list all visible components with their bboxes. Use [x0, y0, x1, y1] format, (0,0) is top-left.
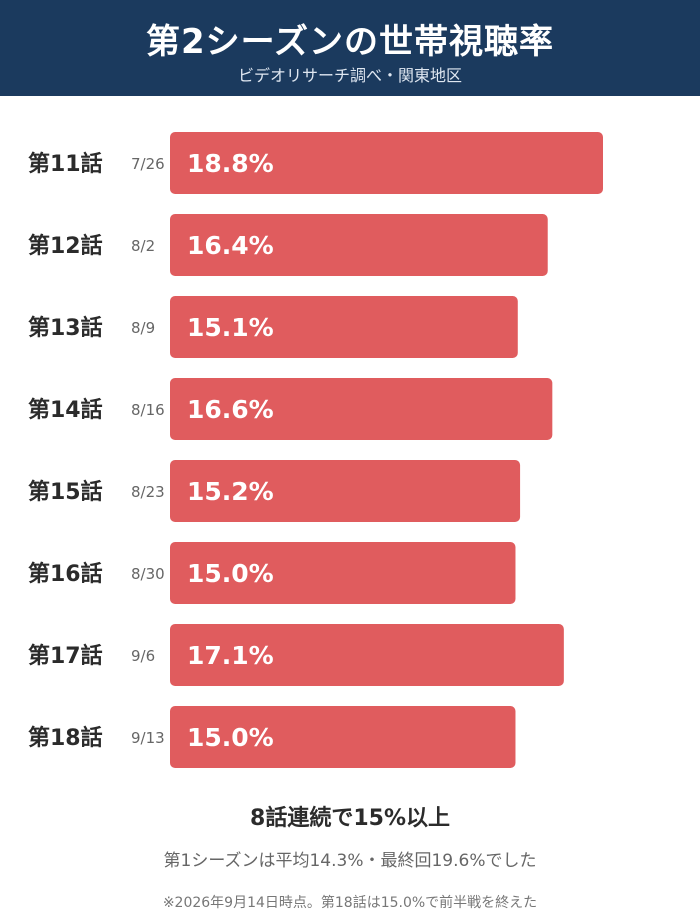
rating-bar: [170, 132, 603, 194]
broadcast-date-label: 8/23: [131, 483, 165, 501]
rating-bar: [170, 624, 564, 686]
episode-label: 第11話: [28, 151, 103, 177]
broadcast-date-label: 8/2: [131, 237, 155, 255]
rating-bar: [170, 460, 521, 522]
episode-label: 第17話: [28, 643, 103, 669]
summary-text: 8話連続で15%以上: [250, 806, 450, 831]
rating-bar: [170, 296, 518, 358]
rating-bar: [170, 706, 516, 768]
rating-value-label: 17.1%: [187, 641, 274, 670]
footnote: ※2026年9月14日時点。第18話は15.0%で前半戦を終えた: [162, 895, 538, 911]
episode-label: 第18話: [28, 725, 103, 751]
episode-label: 第13話: [28, 315, 103, 341]
rating-bar: [170, 214, 548, 276]
rating-bar: [170, 542, 516, 604]
broadcast-date-label: 9/6: [131, 647, 155, 665]
broadcast-date-label: 8/16: [131, 401, 165, 419]
rating-value-label: 16.4%: [187, 231, 274, 260]
rating-value-label: 16.6%: [187, 395, 274, 424]
rating-value-label: 15.0%: [187, 559, 274, 588]
rating-bar: [170, 378, 553, 440]
header: 第2シーズンの世帯視聴率 ビデオリサーチ調べ・関東地区: [0, 0, 700, 96]
broadcast-date-label: 9/13: [131, 729, 165, 747]
rating-value-label: 18.8%: [187, 149, 274, 178]
episode-label: 第16話: [28, 561, 103, 587]
chart-title: 第2シーズンの世帯視聴率: [146, 22, 554, 62]
chart-subtitle: ビデオリサーチ調べ・関東地区: [237, 66, 462, 85]
season1-note: 第1シーズンは平均14.3%・最終回19.6%でした: [163, 851, 537, 871]
rating-value-label: 15.0%: [187, 723, 274, 752]
episode-label: 第14話: [28, 397, 103, 423]
bar-chart: 第11話 7/26 18.8% 第12話 8/2 16.4% 第13話 8/9 15.1% 第14…: [28, 132, 603, 768]
rating-value-label: 15.2%: [187, 477, 274, 506]
episode-label: 第15話: [28, 479, 103, 505]
broadcast-date-label: 8/9: [131, 319, 155, 337]
broadcast-date-label: 7/26: [131, 155, 165, 173]
broadcast-date-label: 8/30: [131, 565, 165, 583]
rating-value-label: 15.1%: [187, 313, 274, 342]
episode-label: 第12話: [28, 233, 103, 259]
